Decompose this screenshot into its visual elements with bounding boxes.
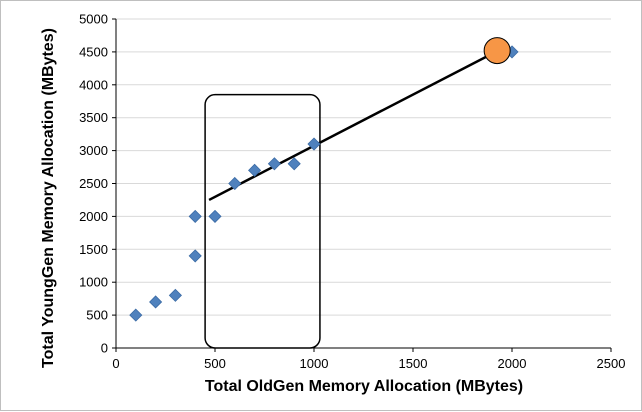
y-tick-label-3000: 3000 [79, 143, 108, 158]
x-tick-label-500: 500 [204, 356, 226, 371]
data-points [129, 37, 519, 322]
annotations [204, 49, 499, 349]
x-tick-label-2500: 2500 [597, 356, 626, 371]
data-point [188, 209, 202, 223]
data-point [168, 288, 182, 302]
y-tick-label-0: 0 [101, 341, 108, 356]
data-point [188, 249, 202, 263]
data-point [129, 308, 143, 322]
y-tick-label-500: 500 [86, 308, 108, 323]
x-tick-label-2000: 2000 [498, 356, 527, 371]
y-tick-label-5000: 5000 [79, 12, 108, 27]
tick-labels: 0500100015002000250030003500400045005000… [79, 12, 625, 372]
y-tick-label-3500: 3500 [79, 110, 108, 125]
data-point [267, 157, 281, 171]
highlight-point-marker [483, 37, 511, 65]
y-tick-label-4500: 4500 [79, 44, 108, 59]
y-tick-label-2500: 2500 [79, 176, 108, 191]
y-tick-label-2000: 2000 [79, 209, 108, 224]
data-point [149, 295, 163, 309]
trend-line [208, 49, 499, 202]
y-tick-label-4000: 4000 [79, 77, 108, 92]
data-point [287, 157, 301, 171]
x-axis-title: Total OldGen Memory Allocation (MBytes) [205, 378, 523, 395]
highlight-box [204, 93, 321, 349]
data-point [307, 137, 321, 151]
x-tick-label-1000: 1000 [300, 356, 329, 371]
y-axis-title: Total YoungGen Memory Allocation (MBytes… [40, 28, 57, 368]
x-tick-label-1500: 1500 [399, 356, 428, 371]
data-point [228, 176, 242, 191]
x-tick-label-0: 0 [112, 356, 119, 371]
y-tick-label-1500: 1500 [79, 242, 108, 257]
y-tick-label-1000: 1000 [79, 275, 108, 290]
gridlines [116, 18, 611, 316]
data-point [208, 209, 222, 223]
data-point [248, 163, 262, 177]
axes [112, 18, 612, 352]
